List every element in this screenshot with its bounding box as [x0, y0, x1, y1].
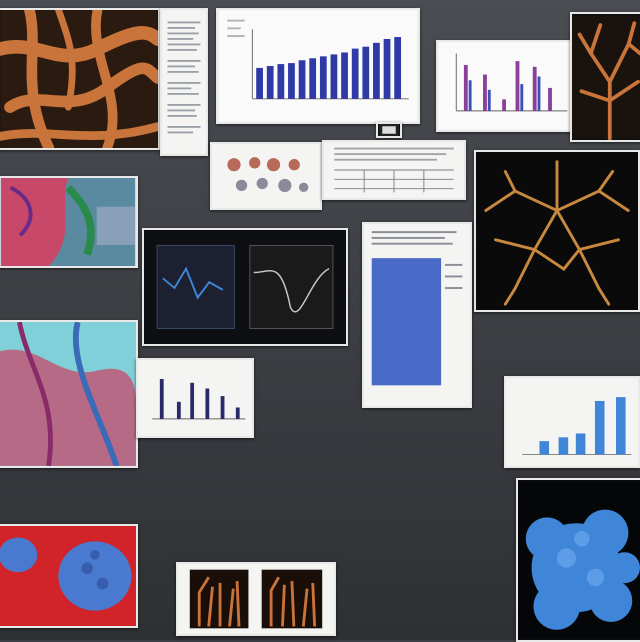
- coral-photo-icon: [518, 480, 640, 640]
- text-document: [160, 8, 208, 156]
- blue-text-report: [362, 222, 472, 408]
- bar-chart-icon: [219, 10, 417, 122]
- document-icon: [167, 21, 201, 134]
- document-icon: [371, 231, 463, 386]
- teal-tissue-section: [0, 320, 138, 468]
- monitor-screen: [376, 122, 402, 138]
- coral-photo-icon: [572, 15, 640, 140]
- table-icon: [334, 147, 454, 193]
- pink-tissue-micrograph: [0, 176, 138, 268]
- bar-chart-icon: [152, 379, 246, 420]
- line-chart-icon: [145, 230, 345, 344]
- orange-coral-photo: [0, 8, 160, 150]
- small-bar-chart: [136, 358, 254, 438]
- coral-photo-icon: [0, 10, 158, 148]
- micrograph-icon: [1, 178, 135, 266]
- bar-chart-icon: [439, 42, 573, 130]
- blue-bar-chart: [216, 8, 420, 124]
- dark-coral-network-photo: [474, 150, 640, 312]
- blue-coral-photo: [516, 478, 640, 642]
- orange-coral-pair-photo: [176, 562, 336, 636]
- coral-photo-icon: [189, 569, 323, 629]
- large-blue-bar-chart: [504, 376, 640, 468]
- micrograph-icon: [0, 322, 136, 466]
- coral-photo-icon: [0, 526, 136, 626]
- specimen-sheet: [210, 142, 322, 210]
- monitor-icon: [379, 124, 399, 136]
- coral-photo-icon: [476, 152, 638, 310]
- orange-coral-fan-photo: [570, 12, 640, 142]
- purple-bar-chart: [436, 40, 576, 132]
- bar-chart-icon: [522, 397, 632, 455]
- document-icon: [227, 157, 309, 192]
- line-plot-screen: [142, 228, 348, 346]
- red-blue-coral-photo: [0, 524, 138, 628]
- data-table-sheet: [322, 140, 466, 200]
